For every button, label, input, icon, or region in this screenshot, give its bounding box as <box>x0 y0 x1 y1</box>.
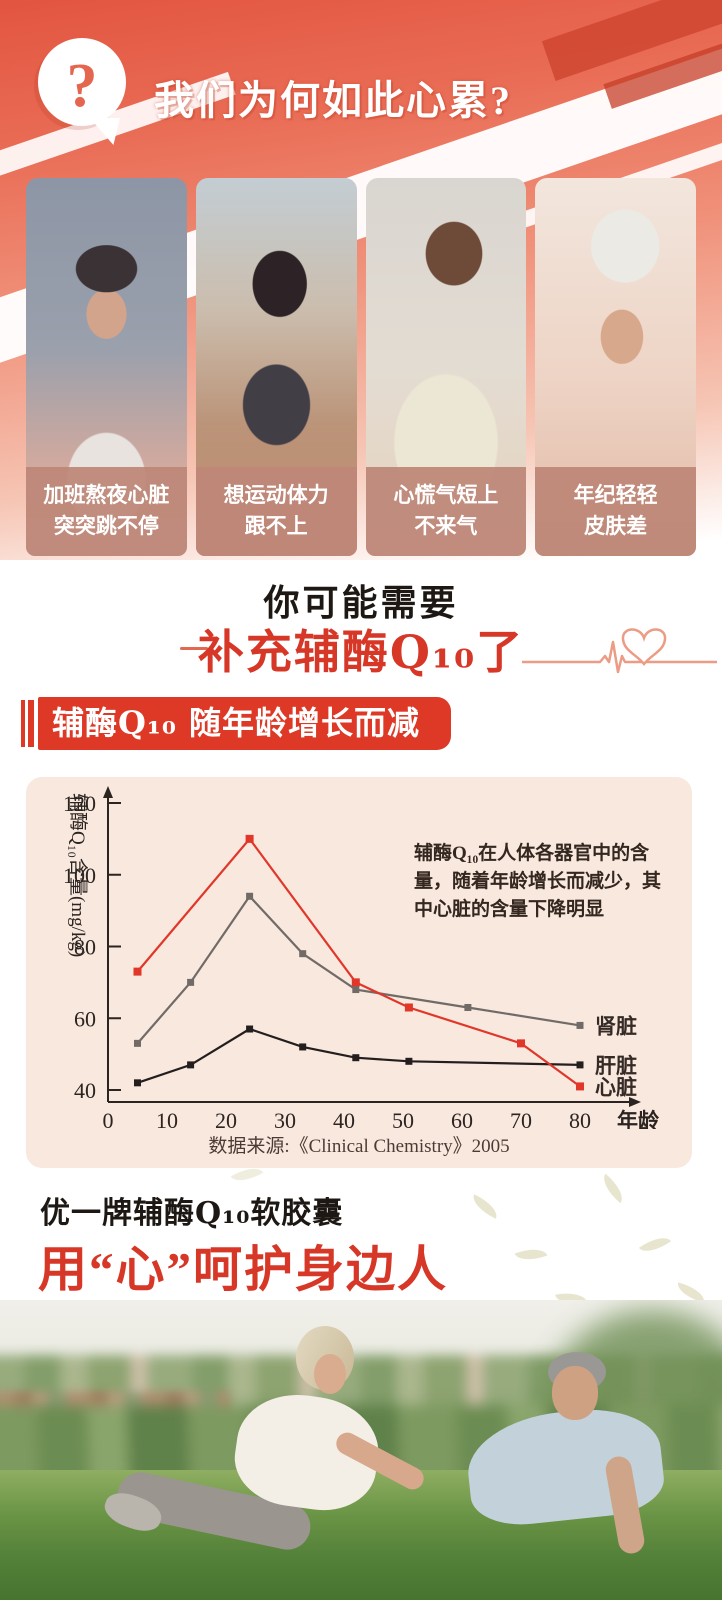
y-tick-label: 40 <box>74 1078 96 1103</box>
chart-panel: 40 60 80 100 120 0 10 20 30 40 50 60 70 80 年龄 辅酶Q₁₀含量(m… <box>26 777 692 1168</box>
photo-senior-couple-exercising <box>0 1300 722 1600</box>
lead-headline: 补充辅酶Q₁₀了 <box>197 625 525 679</box>
series-marker-心脏 <box>133 967 142 976</box>
legend-心脏: 心脏 <box>595 1075 637 1099</box>
leaf-decoration <box>597 1173 629 1204</box>
section-accent-bar <box>28 700 34 747</box>
caption-line: 想运动体力 <box>223 483 329 507</box>
leaf-decoration <box>468 1194 502 1219</box>
coq10-chart: 40 60 80 100 120 0 10 20 30 40 50 60 70 80 年龄 辅酶Q₁₀含量(m… <box>63 786 661 1133</box>
card-low-stamina: 想运动体力 跟不上 <box>195 178 357 556</box>
y-tick-label: 80 <box>74 935 96 960</box>
y-axis-arrow <box>103 786 113 798</box>
product-name: 优一牌辅酶Q₁₀软胶囊 <box>40 1196 344 1231</box>
man-face <box>552 1366 598 1420</box>
x-tick-label: 70 <box>510 1108 532 1129</box>
series-marker-肾脏 <box>352 986 360 994</box>
x-tick-label: 40 <box>333 1108 355 1129</box>
x-tick-label: 10 <box>156 1108 178 1129</box>
caption-line: 心慌气短上 <box>393 483 499 507</box>
heartbeat-ecg-icon <box>522 628 717 674</box>
card-caption: 年纪轻轻 皮肤差 <box>535 467 696 556</box>
caption-line: 年纪轻轻 <box>573 483 658 507</box>
card-bad-skin: 年纪轻轻 皮肤差 <box>535 178 696 556</box>
caption-line: 加班熬夜心脏 <box>43 483 170 507</box>
series-marker-肾脏 <box>134 1039 141 1047</box>
question-bubble-icon: ? <box>38 38 126 145</box>
series-marker-肾脏 <box>187 978 195 986</box>
lead-line: 你可能需要 <box>263 583 459 623</box>
caption-line: 突突跳不停 <box>53 514 159 538</box>
x-tick-label: 50 <box>392 1108 414 1129</box>
card-caption: 加班熬夜心脏 突突跳不停 <box>26 467 187 556</box>
legend-肾脏: 肾脏 <box>595 1014 637 1038</box>
hero-section: ? 我们为何如此心累? 加班熬夜心脏 突突跳不停 想运动体力 跟不上 <box>0 0 722 560</box>
dash-decoration <box>180 647 208 650</box>
series-marker-心脏 <box>245 834 254 843</box>
x-tick-label: 20 <box>215 1108 237 1129</box>
series-marker-肝脏 <box>405 1057 413 1065</box>
caption-line: 皮肤差 <box>584 514 648 538</box>
series-line-心脏 <box>136 837 581 1088</box>
pain-point-cards: 加班熬夜心脏 突突跳不停 想运动体力 跟不上 心慌气短上 不来气 <box>26 178 696 556</box>
x-tick-label: 0 <box>103 1108 114 1129</box>
series-marker-肝脏 <box>134 1079 141 1087</box>
x-axis-arrow <box>629 1097 641 1107</box>
series-marker-肝脏 <box>352 1054 360 1062</box>
x-tick-label: 80 <box>569 1108 591 1129</box>
chart-annotation: 量，随着年龄增长而减少，其 <box>414 869 661 892</box>
question-mark-glyph: ? <box>66 51 98 120</box>
series-marker-心脏 <box>576 1082 584 1091</box>
series-marker-肾脏 <box>299 950 307 958</box>
chart-annotation: 中心脏的含量下降明显 <box>414 897 604 920</box>
x-axis-title: 年龄 <box>617 1109 660 1129</box>
series-marker-心脏 <box>351 978 360 987</box>
series-marker-肝脏 <box>246 1025 254 1033</box>
leaf-decoration <box>514 1243 548 1266</box>
series-marker-肾脏 <box>576 1021 584 1029</box>
data-source: 数据来源:《Clinical Chemistry》2005 <box>208 1136 510 1157</box>
leaf-decoration <box>638 1230 672 1259</box>
caption-line: 跟不上 <box>244 514 308 538</box>
y-axis-title: 辅酶Q₁₀含量(mg/kg) <box>67 793 89 957</box>
lead-headline-row: 补充辅酶Q₁₀了 <box>0 616 722 680</box>
page-title: 我们为何如此心累? <box>154 78 512 123</box>
y-tick-label: 60 <box>74 1006 96 1031</box>
card-overtime-heartbeat: 加班熬夜心脏 突突跳不停 <box>26 178 187 556</box>
series-marker-肝脏 <box>576 1061 584 1069</box>
card-caption: 心慌气短上 不来气 <box>365 467 527 556</box>
brand-slogan: 用“心”呵护身边人 <box>38 1242 449 1297</box>
series-marker-肝脏 <box>299 1043 307 1051</box>
card-caption: 想运动体力 跟不上 <box>195 467 357 556</box>
series-marker-肝脏 <box>187 1061 195 1069</box>
caption-line: 不来气 <box>414 514 478 538</box>
x-tick-label: 30 <box>274 1108 296 1129</box>
series-marker-肾脏 <box>464 1003 472 1011</box>
card-short-of-breath: 心慌气短上 不来气 <box>365 178 527 556</box>
series-marker-心脏 <box>404 1003 413 1012</box>
legend-肝脏: 肝脏 <box>595 1054 637 1078</box>
y-tick-label: 100 <box>63 863 96 888</box>
chart-annotation: 辅酶Q₁₀在人体各器官中的含 <box>414 841 650 864</box>
y-tick-label: 120 <box>63 791 96 816</box>
x-tick-label: 60 <box>451 1108 473 1129</box>
section-title: 辅酶Q₁₀ 随年龄增长而减少 <box>38 697 451 795</box>
woman-face <box>314 1354 346 1394</box>
section-accent-bar <box>21 700 25 747</box>
series-marker-心脏 <box>517 1039 525 1048</box>
series-marker-肾脏 <box>246 892 254 900</box>
